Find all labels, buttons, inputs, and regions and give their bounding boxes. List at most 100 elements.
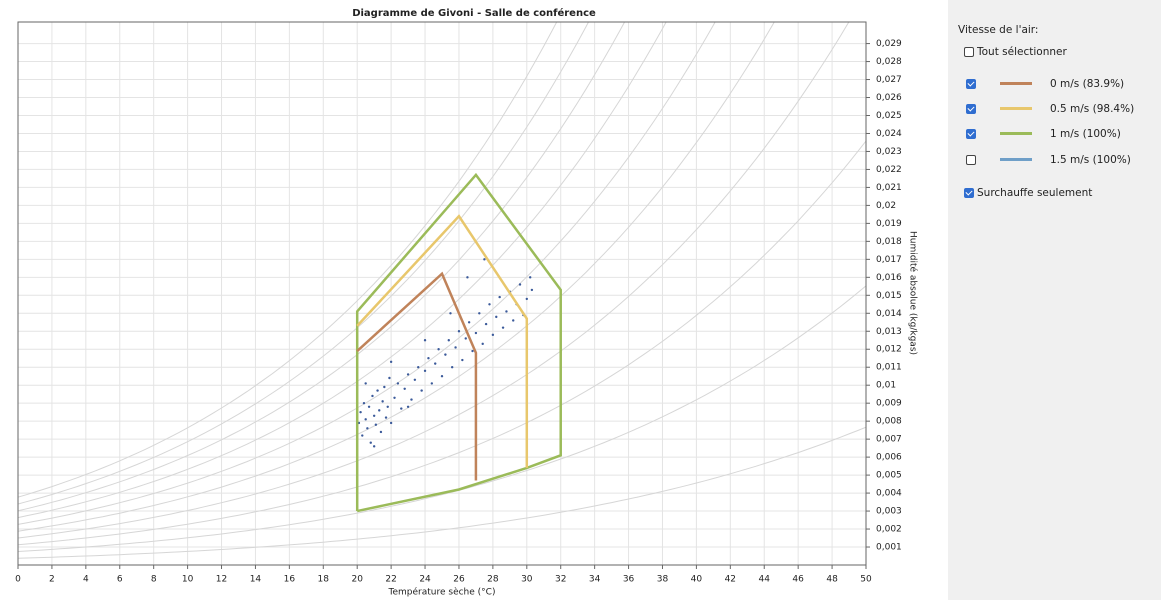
x-tick-label: 14 — [250, 575, 262, 585]
scatter-point — [388, 376, 391, 380]
scatter-point — [364, 382, 367, 385]
scatter-point — [406, 405, 410, 408]
scatter-point — [495, 315, 498, 319]
scatter-point — [528, 276, 532, 279]
x-tick-label: 46 — [792, 575, 804, 585]
y-tick-label: 0,001 — [876, 543, 902, 553]
x-tick-label: 44 — [759, 575, 771, 585]
scatter-point — [396, 382, 400, 385]
x-tick-label: 6 — [117, 575, 123, 585]
overheat-only-label: Surchauffe seulement — [977, 187, 1093, 199]
scatter-point — [367, 405, 371, 408]
scatter-point — [362, 401, 366, 405]
scatter-point — [454, 346, 457, 349]
x-tick-label: 24 — [419, 575, 431, 585]
legend-swatch — [1000, 158, 1032, 161]
scatter-point — [501, 326, 505, 329]
legend-item[interactable]: 0 m/s (83.9%) — [948, 76, 1161, 92]
y-tick-label: 0,004 — [876, 489, 902, 499]
scatter-point — [378, 409, 381, 412]
scatter-point — [474, 331, 478, 335]
legend-panel: Vitesse de l'air: Tout sélectionner 0 m/… — [948, 0, 1161, 600]
x-tick-label: 26 — [453, 575, 465, 585]
select-all-label: Tout sélectionner — [977, 46, 1067, 58]
scatter-point — [417, 366, 420, 369]
y-axis-label: Humidité absolue (kg/kgas) — [908, 231, 919, 355]
legend-label: 1 m/s (100%) — [1050, 128, 1121, 140]
y-tick-label: 0,005 — [876, 471, 902, 481]
scatter-point — [464, 337, 467, 340]
x-axis-label: Température sèche (°C) — [388, 587, 496, 598]
checkbox[interactable] — [964, 188, 974, 198]
scatter-point — [361, 434, 364, 437]
checkbox[interactable] — [966, 129, 976, 139]
scatter-point — [505, 310, 508, 313]
x-tick-label: 2 — [49, 575, 55, 585]
x-tick-label: 18 — [318, 575, 330, 585]
chart: Diagramme de Givoni - Salle de conférenc… — [15, 7, 919, 598]
scatter-point — [467, 321, 471, 324]
scatter-point — [410, 398, 413, 401]
scatter-point — [449, 312, 452, 315]
scatter-point — [512, 319, 515, 322]
checkbox[interactable] — [964, 47, 974, 57]
scatter-point — [423, 339, 427, 342]
y-tick-label: 0,02 — [876, 201, 896, 211]
y-tick-label: 0,013 — [876, 327, 902, 337]
x-tick-label: 8 — [151, 575, 157, 585]
scatter-point — [488, 303, 491, 306]
comfort-zone — [356, 271, 478, 481]
x-tick-label: 20 — [351, 575, 363, 585]
humidity-curve — [18, 22, 716, 525]
checkbox[interactable] — [966, 79, 976, 89]
x-tick-label: 16 — [284, 575, 296, 585]
y-tick-label: 0,018 — [876, 237, 902, 247]
scatter-point — [383, 385, 386, 389]
scatter-point — [518, 283, 522, 286]
scatter-point — [369, 441, 372, 444]
humidity-curve — [18, 22, 558, 498]
y-tick-label: 0,008 — [876, 417, 902, 427]
scatter-point — [440, 375, 444, 378]
humidity-curve — [18, 426, 866, 559]
scatter-point — [406, 373, 410, 376]
legend-label: 1.5 m/s (100%) — [1050, 154, 1131, 166]
x-tick-label: 34 — [589, 575, 601, 585]
scatter-point — [437, 348, 440, 351]
legend-swatch — [1000, 132, 1032, 135]
x-tick-label: 10 — [182, 575, 194, 585]
legend-item[interactable]: 0.5 m/s (98.4%) — [948, 101, 1161, 117]
scatter-point — [478, 312, 481, 315]
y-tick-label: 0,006 — [876, 453, 902, 463]
y-tick-label: 0,009 — [876, 399, 902, 409]
scatter-point — [389, 421, 393, 425]
humidity-curve — [18, 22, 850, 539]
checkbox[interactable] — [966, 104, 976, 114]
x-tick-label: 30 — [521, 575, 533, 585]
checkbox[interactable] — [966, 155, 976, 165]
y-tick-label: 0,012 — [876, 345, 902, 355]
scatter-point — [372, 445, 376, 448]
legend-label: 0 m/s (83.9%) — [1050, 78, 1125, 90]
scatter-point — [423, 369, 427, 373]
scatter-point — [484, 322, 488, 326]
x-tick-label: 48 — [826, 575, 838, 585]
humidity-curve — [18, 140, 866, 546]
humidity-curve — [18, 22, 626, 512]
scatter-point — [372, 414, 376, 417]
y-tick-label: 0,024 — [876, 129, 902, 139]
scatter-point — [483, 258, 486, 261]
scatter-point — [379, 430, 383, 434]
humidity-curve — [18, 22, 667, 519]
legend-swatch — [1000, 82, 1032, 85]
scatter-point — [386, 405, 389, 408]
scatter-point — [498, 295, 501, 299]
scatter-point — [471, 349, 474, 353]
scatter-point — [384, 416, 388, 419]
scatter-point — [457, 330, 461, 333]
legend-item[interactable]: 1.5 m/s (100%) — [948, 152, 1161, 168]
legend-item[interactable]: 1 m/s (100%) — [948, 126, 1161, 142]
x-tick-label: 42 — [725, 575, 736, 585]
comfort-zone — [356, 214, 529, 468]
y-tick-label: 0,015 — [876, 291, 902, 301]
